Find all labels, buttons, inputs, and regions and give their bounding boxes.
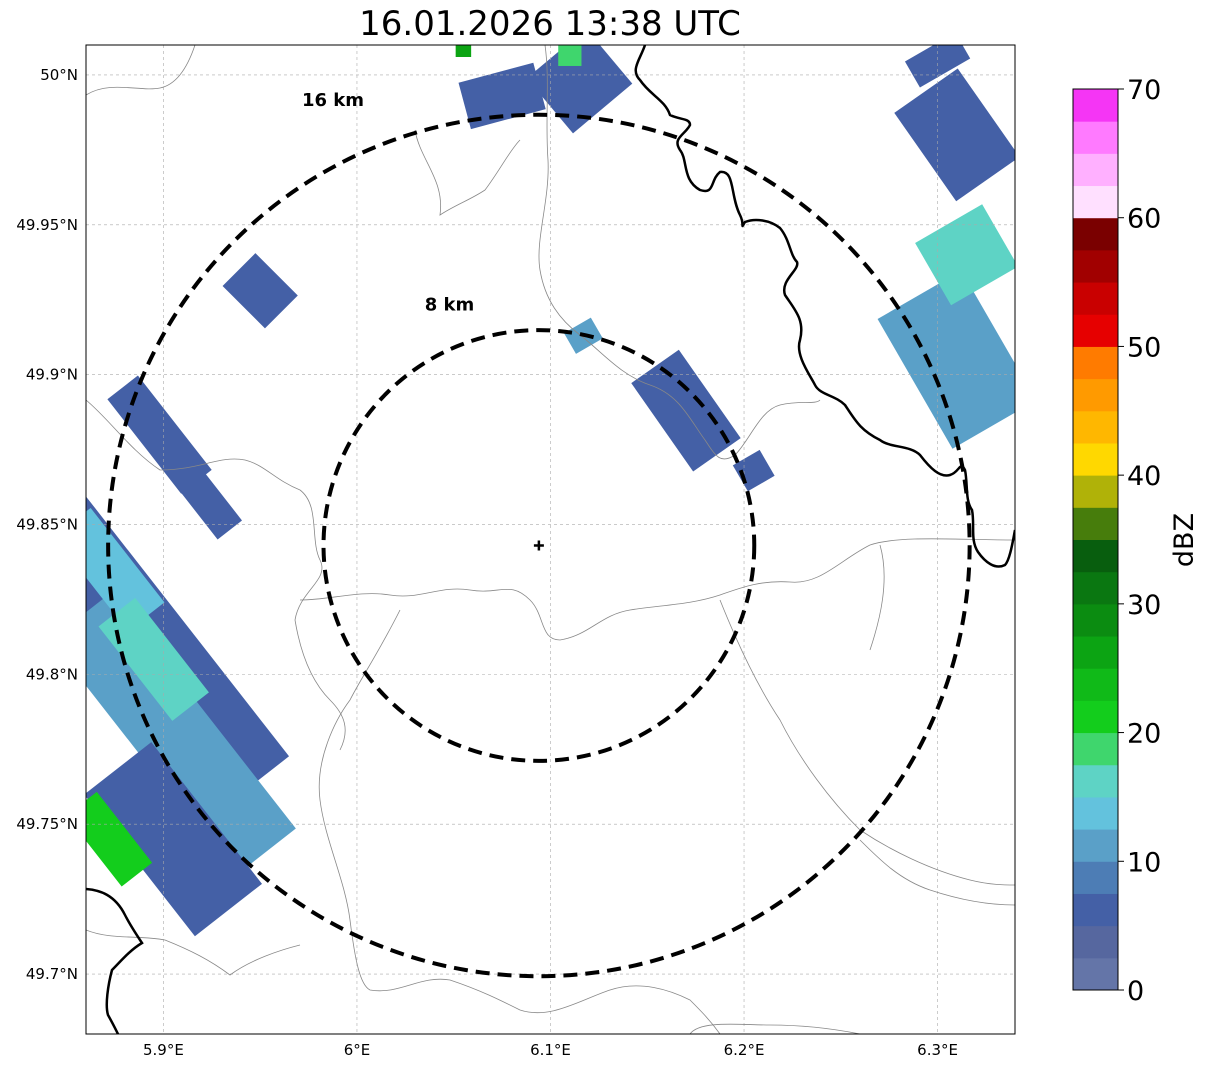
radar-site-marker [533,540,544,551]
radar-echo-cell [86,742,263,937]
admin-boundary-2 [86,399,323,621]
colorbar-bins [1073,89,1118,991]
radar-echo-cell [894,68,1015,202]
longitude-tick-label: 6°E [344,1041,371,1059]
map-title: 16.01.2026 13:38 UTC [359,4,741,44]
colorbar-tick-label: 10 [1127,847,1161,878]
colorbar-bin [1073,829,1118,862]
radar-echo-cell [222,253,298,329]
colorbar-bin [1073,571,1118,605]
colorbar-bin [1073,217,1118,251]
colorbar-bin [1073,539,1118,573]
border-lu-be-southwest [86,887,144,1034]
admin-boundary-8 [719,599,1015,886]
admin-boundary-6 [318,609,721,1034]
radar-echo-cell [98,597,209,721]
colorbar: 0 10 20 30 40 50 60 70 dBZ [1072,75,1200,1007]
radar-echo-cell [162,449,243,540]
colorbar-tick-label: 30 [1127,590,1161,621]
admin-boundary-12 [294,619,346,751]
range-ring-label-8km: 8 km [425,295,475,316]
radar-echo-cell [458,62,546,130]
colorbar-frame [1072,88,1119,991]
colorbar-bin [1073,249,1118,283]
latitude-tick-label: 50°N [40,66,78,84]
colorbar-tick-label: 60 [1127,204,1161,235]
latitude-tick-label: 49.8°N [26,665,78,683]
colorbar-bin [1073,893,1118,927]
colorbar-tick-label: 70 [1127,75,1161,106]
colorbar-bin [1073,185,1118,219]
longitude-ticks: 5.9°E 6°E 6.1°E 6.2°E 6.3°E [143,1041,958,1059]
admin-boundary-7 [689,1023,861,1034]
radar-echo-cell [86,592,296,877]
graticule [86,45,1015,1034]
colorbar-bin [1073,507,1118,540]
admin-boundaries [86,45,1015,1034]
range-ring-8km [321,328,757,763]
colorbar-bin [1073,346,1118,380]
radar-echo-cell [631,349,741,472]
colorbar-label: dBZ [1169,513,1200,567]
admin-boundary-3 [299,538,1015,641]
admin-boundary-5 [414,129,521,216]
latitude-tick-label: 49.95°N [16,216,78,234]
colorbar-bin [1073,282,1118,315]
colorbar-tick-label: 20 [1127,719,1161,750]
colorbar-bin [1073,764,1118,798]
colorbar-bin [1073,668,1118,701]
latitude-tick-label: 49.7°N [26,965,78,983]
latitude-tick-label: 49.75°N [16,815,78,833]
colorbar-bin [1073,475,1118,508]
colorbar-bin [1073,410,1118,444]
colorbar-bin [1073,603,1118,637]
colorbar-bin [1073,700,1118,734]
colorbar-bin [1073,796,1118,830]
colorbar-bin [1073,89,1118,122]
map-area: 16 km 8 km [86,45,1015,1034]
colorbar-bin [1073,957,1118,991]
colorbar-bin [1073,925,1118,959]
map-frame [85,44,1016,1035]
longitude-tick-label: 6.3°E [917,1041,958,1059]
latitude-tick-label: 49.85°N [16,516,78,534]
range-ring-16km [106,112,972,979]
radar-echo-cell [877,270,1015,449]
radar-echo-cell [86,791,153,887]
longitude-tick-label: 6.2°E [724,1041,765,1059]
admin-boundary-9 [859,839,1015,906]
admin-boundary-10 [86,929,301,976]
longitude-tick-label: 6.1°E [530,1041,571,1059]
range-ring-label-16km: 16 km [302,90,364,111]
radar-echo-cell [558,45,582,66]
colorbar-bin [1073,378,1118,412]
colorbar-bin [1073,861,1118,894]
radar-echo-cell [526,45,633,134]
colorbar-bin [1073,121,1118,154]
admin-boundary-4 [538,45,821,460]
radar-echo-cell [915,204,1015,306]
colorbar-bin [1073,636,1118,669]
longitude-tick-label: 5.9°E [143,1041,184,1059]
radar-echo-layer [86,45,1015,937]
colorbar-bin [1073,442,1118,476]
colorbar-tick-label: 40 [1127,461,1161,492]
latitude-tick-label: 49.9°N [26,366,78,384]
colorbar-bin [1073,314,1118,347]
colorbar-ticks: 0 10 20 30 40 50 60 70 [1118,75,1161,1007]
admin-boundary-11 [869,544,885,651]
colorbar-bin [1073,153,1118,187]
colorbar-tick-label: 0 [1127,976,1144,1007]
radar-echo-cell [455,45,472,57]
latitude-ticks: 50°N 49.95°N 49.9°N 49.85°N 49.8°N 49.75°N 49.… [16,66,78,983]
admin-boundary-1 [86,45,196,96]
colorbar-bin [1073,732,1118,766]
colorbar-tick-label: 50 [1127,332,1161,363]
